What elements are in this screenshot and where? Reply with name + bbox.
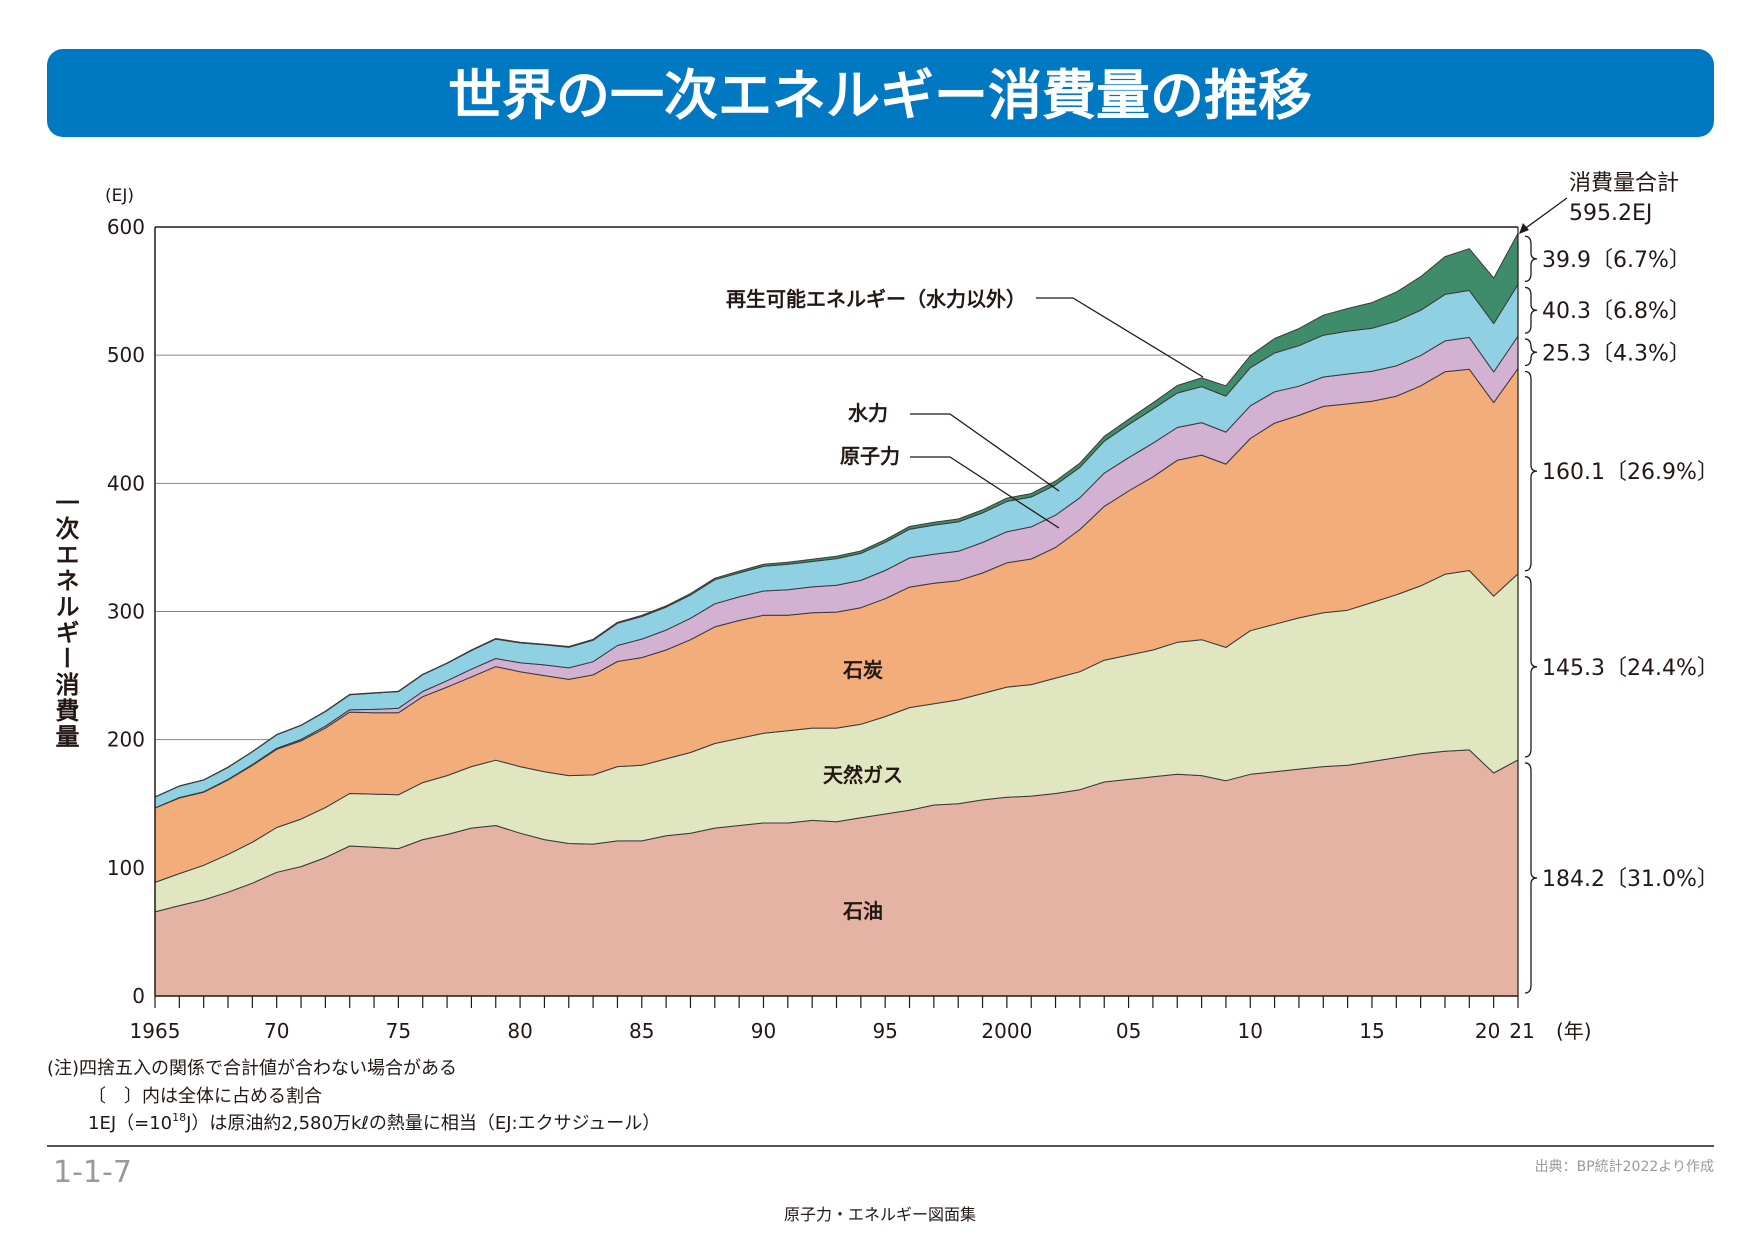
arrow-head-icon — [1519, 223, 1529, 234]
brace-icon — [1524, 286, 1538, 334]
x-tick-label: 85 — [629, 1019, 654, 1043]
x-tick-labels: 1965 70 75 80 85 90 95 2000 05 10 15 20 21 — [130, 1019, 1535, 1043]
label-renewables: 再生可能エネルギー（水力以外） — [726, 287, 1026, 311]
x-tick-label: 90 — [751, 1019, 776, 1043]
right-value-label: 184.2〔31.0%〕 — [1542, 867, 1719, 892]
stacked-areas — [154, 232, 1519, 997]
book-title: 原子力・エネルギー図面集 — [784, 1205, 976, 1224]
label-oil: 石油 — [842, 899, 883, 923]
y-tick-label: 100 — [107, 856, 145, 880]
y-tick-label: 600 — [107, 215, 145, 239]
label-hydro: 水力 — [848, 401, 888, 425]
brace-icon — [1524, 576, 1538, 758]
x-tick-label: 21 — [1509, 1019, 1534, 1043]
label-gas: 天然ガス — [823, 763, 903, 787]
total-value: 595.2EJ — [1569, 201, 1652, 226]
source-note: 出典：BP統計2022より作成 — [1535, 1159, 1714, 1175]
figure-number: 1-1-7 — [53, 1155, 132, 1190]
x-tick-label: 75 — [386, 1019, 411, 1043]
x-tick-label: 1965 — [130, 1019, 181, 1043]
total-arrow — [1522, 197, 1568, 231]
y-tick-label: 500 — [107, 343, 145, 367]
x-tick-label: 95 — [872, 1019, 897, 1043]
axes — [154, 226, 1519, 1008]
x-tick-label: 05 — [1116, 1019, 1141, 1043]
right-value-label: 160.1〔26.9%〕 — [1542, 460, 1719, 485]
brace-icon — [1524, 370, 1538, 572]
x-unit-label: (年) — [1556, 1019, 1592, 1043]
note-1: (注)四捨五入の関係で合計値が合わない場合がある — [47, 1058, 457, 1079]
total-label: 消費量合計 — [1569, 171, 1679, 196]
right-braces: 184.2〔31.0%〕 145.3〔24.4%〕 160.1〔26.9%〕 25.3… — [1524, 235, 1719, 994]
right-value-label: 25.3〔4.3%〕 — [1542, 341, 1691, 366]
x-tick-label: 80 — [507, 1019, 532, 1043]
label-nuclear: 原子力 — [840, 444, 900, 468]
leader-line-nuclear — [910, 456, 1060, 529]
note-3: 1EJ（=1018J）は原油約2,580万kℓの熱量に相当（EJ:エクサジュール… — [88, 1111, 660, 1134]
y-tick-label: 400 — [107, 471, 145, 495]
y-tick-labels: 0 100 200 300 400 500 600 — [107, 215, 145, 1008]
x-tick-label: 2000 — [981, 1019, 1032, 1043]
y-axis-title: 一次エネルギー消費量 — [51, 490, 79, 750]
note-2: 〔 〕内は全体に占める割合 — [88, 1086, 322, 1107]
x-tick-label: 10 — [1238, 1019, 1263, 1043]
x-tick-label: 70 — [264, 1019, 289, 1043]
page-title: 世界の一次エネルギー消費量の推移 — [448, 64, 1312, 127]
title-bar — [47, 49, 1714, 137]
x-tick-label: 20 — [1475, 1019, 1500, 1043]
brace-icon — [1524, 338, 1538, 367]
right-value-label: 145.3〔24.4%〕 — [1542, 656, 1719, 681]
brace-icon — [1524, 762, 1538, 994]
y-tick-label: 200 — [107, 728, 145, 752]
leader-line-hydro — [910, 413, 1060, 492]
x-tick-label: 15 — [1359, 1019, 1384, 1043]
y-tick-label: 0 — [132, 984, 145, 1008]
y-unit-label: (EJ) — [105, 186, 134, 206]
leader-line-renewables — [1036, 297, 1204, 378]
brace-icon — [1524, 235, 1538, 283]
right-value-label: 40.3〔6.8%〕 — [1542, 299, 1691, 324]
right-value-label: 39.9〔6.7%〕 — [1542, 248, 1691, 273]
y-tick-label: 300 — [107, 600, 145, 624]
label-coal: 石炭 — [842, 658, 883, 682]
